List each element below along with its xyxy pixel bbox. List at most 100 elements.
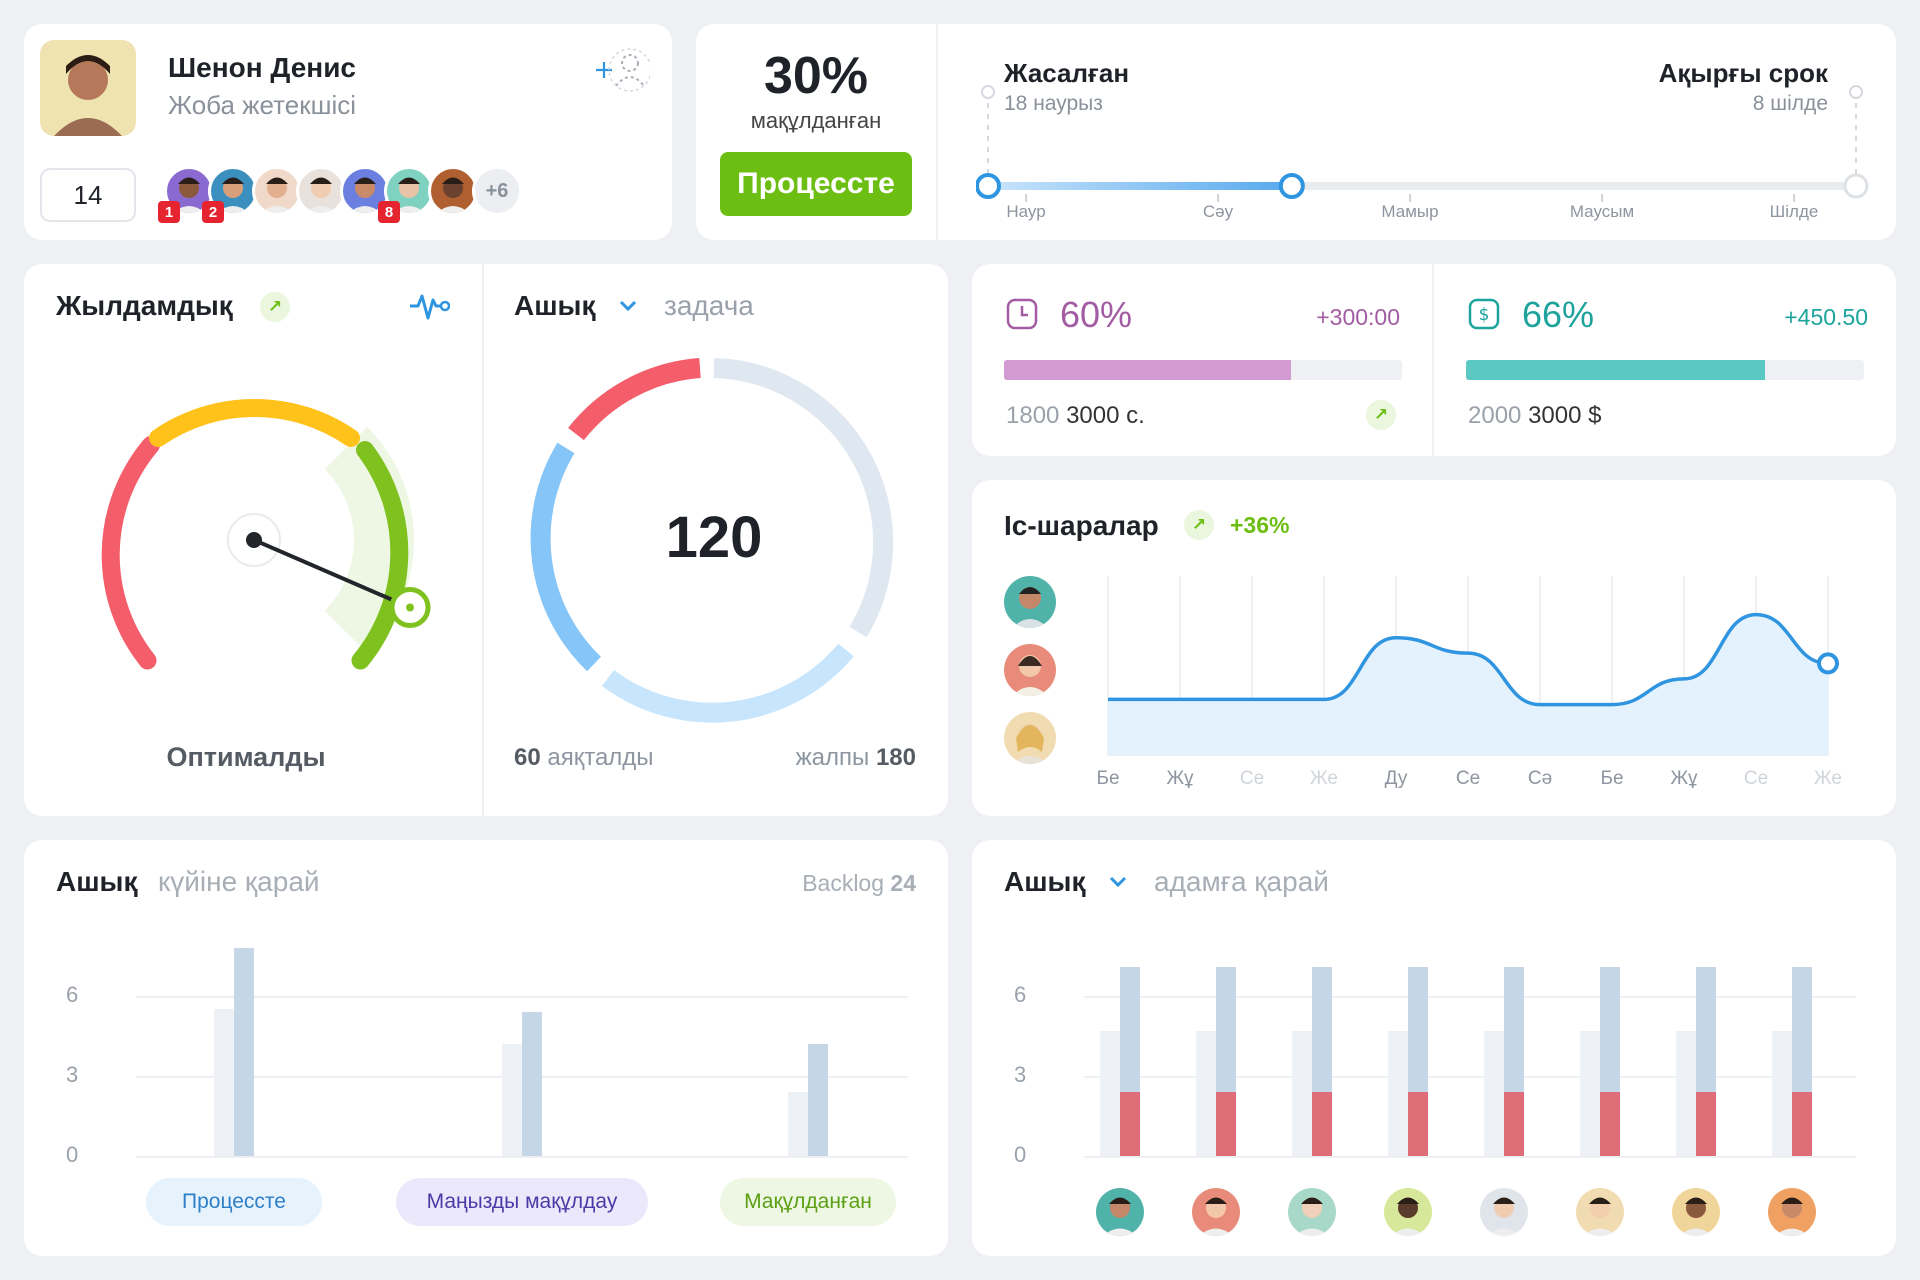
person-avatar[interactable] bbox=[1096, 1188, 1144, 1236]
avatar[interactable] bbox=[1004, 576, 1056, 628]
person-bar-secondary[interactable] bbox=[1484, 1030, 1504, 1156]
time-target: 3000 с. bbox=[1066, 402, 1145, 429]
created-label: Жасалған bbox=[1004, 58, 1130, 88]
chevron-down-icon[interactable] bbox=[618, 298, 638, 319]
status-bar-primary[interactable] bbox=[808, 1044, 828, 1156]
grid-line bbox=[136, 996, 908, 998]
person-bar-overdue[interactable] bbox=[1120, 1092, 1140, 1156]
divider bbox=[936, 24, 938, 240]
time-delta: +300:00 bbox=[1316, 304, 1400, 330]
y-tick-label: 0 bbox=[1014, 1142, 1027, 1167]
avatar[interactable] bbox=[1004, 644, 1056, 696]
person-bar-overdue[interactable] bbox=[1792, 1092, 1812, 1156]
status-pill[interactable]: Процессте bbox=[146, 1178, 322, 1226]
activity-day-label: Се bbox=[1455, 768, 1481, 789]
money-values: 2000 3000 $ bbox=[1468, 402, 1601, 430]
person-bar-secondary[interactable] bbox=[1292, 1030, 1312, 1156]
speed-gauge bbox=[101, 399, 431, 670]
person-avatar[interactable] bbox=[1576, 1188, 1624, 1236]
trend-up-icon: ↗ bbox=[1366, 400, 1396, 430]
add-member-icon[interactable] bbox=[594, 46, 652, 94]
team-member-avatar[interactable] bbox=[252, 166, 302, 216]
clock-icon bbox=[1006, 298, 1038, 335]
profile-role: Жоба жетекшісі bbox=[168, 90, 357, 120]
project-status-card: 30% мақұлданған Процессте Жасалған 18 на… bbox=[696, 24, 1896, 240]
person-bar-overdue[interactable] bbox=[1408, 1092, 1428, 1156]
y-tick-label: 6 bbox=[1014, 982, 1027, 1007]
tasks-total-label: жалпы bbox=[795, 744, 870, 771]
timeline-month: Шілде bbox=[1769, 202, 1819, 221]
timeline-month: Наур bbox=[1006, 202, 1046, 221]
speed-title: Жылдамдық bbox=[56, 290, 233, 321]
in-process-button[interactable]: Процессте bbox=[720, 152, 912, 216]
status-pill[interactable]: Маңызды мақұлдау bbox=[396, 1178, 648, 1226]
y-tick-label: 3 bbox=[66, 1062, 79, 1087]
person-chart-subtitle: адамға қарай bbox=[1154, 866, 1329, 897]
activity-day-label: Же bbox=[1310, 768, 1338, 789]
timeline-month: Сәу bbox=[1202, 202, 1234, 221]
person-bar-secondary[interactable] bbox=[1388, 1030, 1408, 1156]
activity-pulse-icon[interactable] bbox=[408, 288, 451, 329]
created-date: 18 наурыз bbox=[1004, 92, 1103, 115]
money-percent: 66% bbox=[1522, 294, 1595, 335]
activity-day-label: Се bbox=[1239, 768, 1265, 789]
activity-card: Іс-шаралар ↗ +36% Бе Жұ Се Же Ду Се Сә Бе Жұ Се Же bbox=[972, 480, 1896, 816]
person-chart-title[interactable]: Ашық bbox=[1004, 866, 1086, 897]
speed-status: Оптималды bbox=[166, 742, 326, 772]
approved-percent: 30% bbox=[763, 47, 869, 105]
status-bar-primary[interactable] bbox=[234, 948, 254, 1156]
person-chart-card: Ашық адамға қарай 6 3 0 bbox=[972, 840, 1896, 1256]
task-count-box[interactable]: 14 bbox=[40, 168, 136, 222]
status-chart-title: Ашық bbox=[56, 866, 138, 897]
y-tick-label: 6 bbox=[66, 982, 79, 1007]
backlog: Backlog 24 bbox=[802, 870, 916, 897]
person-avatar[interactable] bbox=[1768, 1188, 1816, 1236]
person-bar-secondary[interactable] bbox=[1196, 1030, 1216, 1156]
person-bar-secondary[interactable] bbox=[1580, 1030, 1600, 1156]
person-bar-overdue[interactable] bbox=[1504, 1092, 1524, 1156]
activity-day-label: Бе bbox=[1096, 768, 1120, 789]
status-chart-subtitle: күйіне қарай bbox=[158, 866, 320, 897]
time-values: 1800 3000 с. bbox=[1006, 402, 1145, 430]
person-avatar[interactable] bbox=[1672, 1188, 1720, 1236]
person-avatar[interactable] bbox=[1288, 1188, 1336, 1236]
grid-line bbox=[1084, 996, 1856, 998]
profile-avatar[interactable] bbox=[40, 40, 136, 136]
time-percent: 60% bbox=[1060, 294, 1133, 335]
speed-tasks-card: Жылдамдық ↗ Оптималды Ашық задача 120 60… bbox=[24, 264, 948, 816]
person-bar-secondary[interactable] bbox=[1772, 1030, 1792, 1156]
status-chart-card: Ашық күйіне қарай Backlog 24 6 3 0 Процесст… bbox=[24, 840, 948, 1256]
person-bar-secondary[interactable] bbox=[1100, 1030, 1120, 1156]
person-bar-secondary[interactable] bbox=[1676, 1030, 1696, 1156]
chevron-down-icon[interactable] bbox=[1108, 874, 1128, 895]
status-bar-secondary[interactable] bbox=[502, 1044, 522, 1156]
person-bar-overdue[interactable] bbox=[1600, 1092, 1620, 1156]
more-members-button[interactable]: +6 bbox=[472, 166, 522, 216]
notification-badge: 8 bbox=[378, 201, 400, 223]
approved-label: мақұлданған bbox=[750, 108, 882, 133]
team-member-avatar[interactable] bbox=[428, 166, 478, 216]
status-bar-secondary[interactable] bbox=[214, 1009, 234, 1156]
divider bbox=[482, 264, 484, 816]
y-tick-label: 0 bbox=[66, 1142, 79, 1167]
backlog-label: Backlog bbox=[802, 870, 885, 896]
status-bar-secondary[interactable] bbox=[788, 1092, 808, 1156]
activity-area bbox=[1108, 614, 1828, 756]
divider bbox=[1432, 264, 1434, 456]
person-bar-overdue[interactable] bbox=[1696, 1092, 1716, 1156]
person-bar-overdue[interactable] bbox=[1312, 1092, 1332, 1156]
tasks-filter[interactable]: Ашық bbox=[514, 290, 596, 321]
activity-last-point[interactable] bbox=[1817, 652, 1839, 675]
y-tick-label: 3 bbox=[1014, 1062, 1027, 1087]
person-avatar[interactable] bbox=[1480, 1188, 1528, 1236]
person-avatar[interactable] bbox=[1192, 1188, 1240, 1236]
deadline-label: Ақырғы срок bbox=[1658, 58, 1828, 88]
team-member-avatar[interactable] bbox=[296, 166, 346, 216]
status-pill[interactable]: Мақұлданған bbox=[720, 1178, 896, 1226]
person-avatar[interactable] bbox=[1384, 1188, 1432, 1236]
person-bar-overdue[interactable] bbox=[1216, 1092, 1236, 1156]
tasks-total-center: 120 bbox=[665, 505, 763, 570]
status-bar-primary[interactable] bbox=[522, 1012, 542, 1156]
avatar[interactable] bbox=[1004, 712, 1056, 764]
trend-up-icon: ↗ bbox=[1184, 510, 1214, 540]
